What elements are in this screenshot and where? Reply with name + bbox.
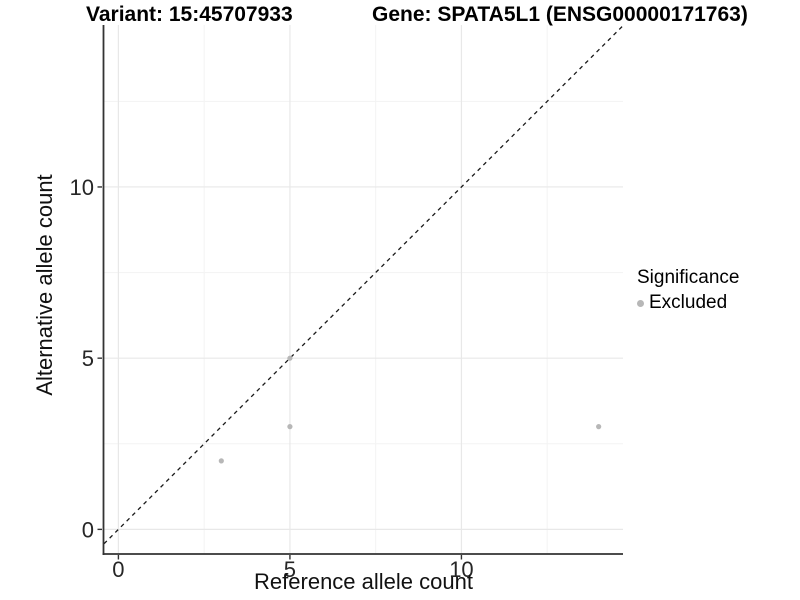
y-tick-label: 0 [82, 517, 94, 542]
legend-item-excluded: Excluded [637, 292, 739, 314]
x-tick-label: 10 [449, 557, 473, 582]
gene-title: Gene: SPATA5L1 (ENSG00000171763) [372, 3, 748, 26]
data-point [287, 355, 293, 361]
y-axis-title: Alternative allele count [32, 174, 57, 396]
variant-title: Variant: 15:45707933 [86, 3, 293, 26]
legend-title: Significance [637, 267, 740, 288]
identity-line [103, 25, 624, 545]
data-point [218, 458, 224, 464]
x-axis-title: Reference allele count [254, 569, 473, 594]
data-point [287, 424, 293, 430]
legend-item-label: Excluded [649, 292, 728, 313]
legend: Significance Excluded [637, 267, 739, 314]
excluded-point-swatch [637, 299, 644, 307]
y-tick-label: 10 [70, 175, 94, 200]
y-tick-label: 5 [82, 346, 94, 371]
x-tick-label: 5 [284, 557, 296, 582]
x-tick-label: 0 [112, 557, 124, 582]
data-point [596, 424, 602, 430]
